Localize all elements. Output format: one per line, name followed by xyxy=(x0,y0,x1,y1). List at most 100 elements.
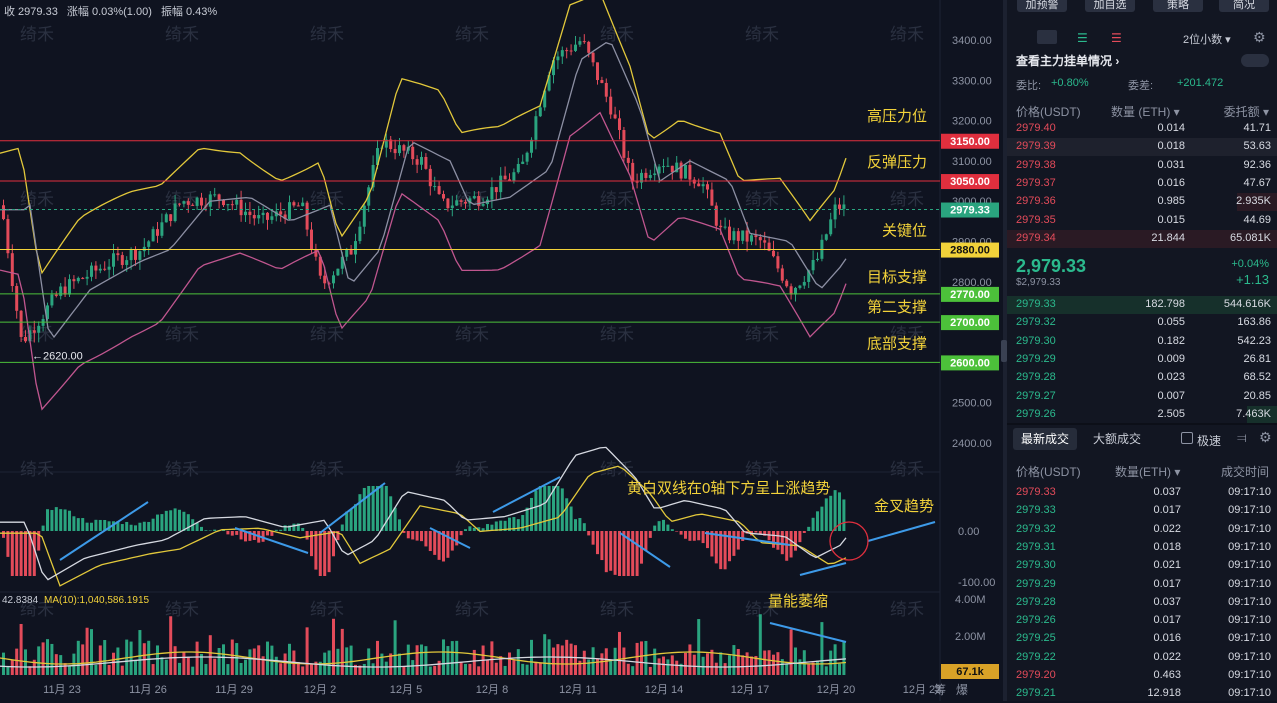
macd-bar xyxy=(719,531,722,569)
macd-bar xyxy=(77,518,80,531)
ratio-label: 委比: xyxy=(1016,77,1041,93)
volume-bar xyxy=(204,664,207,675)
overview-button[interactable]: 简况 xyxy=(1219,0,1269,12)
filter-icon[interactable]: ⫤ xyxy=(1237,430,1247,446)
macd-bar xyxy=(530,498,533,531)
level-tag-label: 2700.00 xyxy=(950,317,990,329)
tab-latest-trades[interactable]: 最新成交 xyxy=(1013,428,1077,450)
candle-body xyxy=(213,194,216,195)
chip-label: 筹 xyxy=(934,683,946,697)
main-force-link[interactable]: 查看主力挂单情况 › xyxy=(1016,52,1119,69)
macd-bar xyxy=(455,531,458,545)
trade-header-qty[interactable]: 数量(ETH) ▾ xyxy=(1115,463,1180,480)
layout-both-icon[interactable] xyxy=(1037,30,1057,44)
ob-header-amount[interactable]: 委托额 ▾ xyxy=(1224,103,1269,120)
macd-bar xyxy=(812,518,815,531)
add-alert-button[interactable]: 加预警 xyxy=(1017,0,1067,12)
candle-body xyxy=(530,140,533,153)
candle-body xyxy=(803,282,806,286)
fast-checkbox[interactable] xyxy=(1181,432,1193,444)
trade-time: 09:17:10 xyxy=(1228,523,1271,535)
volume-tick-label: 4.00M xyxy=(955,594,986,606)
depth-label: 2位小数 xyxy=(1183,34,1222,46)
volume-bar xyxy=(644,641,647,675)
depth-select[interactable]: 2位小数 ▾ xyxy=(1183,31,1231,47)
candlestick-chart[interactable]: 绮禾绮禾绮禾绮禾绮禾绮禾绮禾绮禾绮禾绮禾绮禾绮禾绮禾绮禾绮禾绮禾绮禾绮禾绮禾绮禾… xyxy=(0,0,1003,701)
volume-bar xyxy=(367,648,370,675)
volume-bar xyxy=(11,660,14,675)
candle-body xyxy=(649,175,652,178)
macd-bar xyxy=(671,529,674,531)
volume-bar xyxy=(838,664,841,675)
volume-bar xyxy=(169,616,172,675)
trade-qty: 0.017 xyxy=(1153,614,1181,626)
candle-body xyxy=(108,267,111,270)
annotation-volume-shrink: 量能萎缩 xyxy=(768,593,828,610)
add-watchlist-button[interactable]: 加自选 xyxy=(1085,0,1135,12)
macd-bar xyxy=(310,531,313,556)
volume-bar xyxy=(543,634,546,675)
candle-body xyxy=(781,268,784,280)
row-amount: 92.36 xyxy=(1243,159,1271,171)
layout-bids-icon[interactable]: ☰ xyxy=(1077,31,1088,45)
tab-large-trades[interactable]: 大额成交 xyxy=(1085,428,1149,450)
trade-price: 2979.25 xyxy=(1016,632,1056,644)
volume-bar xyxy=(662,657,665,675)
macd-bar xyxy=(543,486,546,531)
macd-bar xyxy=(680,531,683,535)
macd-bar xyxy=(697,531,700,540)
chart-area[interactable]: 绮禾绮禾绮禾绮禾绮禾绮禾绮禾绮禾绮禾绮禾绮禾绮禾绮禾绮禾绮禾绮禾绮禾绮禾绮禾绮禾… xyxy=(0,0,1003,701)
volume-bar xyxy=(420,645,423,675)
row-qty: 21.844 xyxy=(1151,232,1185,244)
macd-bar xyxy=(561,488,564,531)
volume-bar xyxy=(213,659,216,675)
settings-icon[interactable]: ⚙ xyxy=(1253,29,1266,46)
macd-bar xyxy=(649,531,652,538)
volume-bar xyxy=(464,664,467,675)
macd-bar xyxy=(160,514,163,531)
volume-bar xyxy=(486,660,489,675)
macd-bar xyxy=(319,531,322,576)
candle-body xyxy=(759,237,762,240)
candle-body xyxy=(622,130,625,158)
macd-bar xyxy=(204,530,207,531)
volume-bar xyxy=(429,667,432,675)
volume-bar xyxy=(90,629,93,675)
trade-qty: 0.037 xyxy=(1153,596,1181,608)
macd-bar xyxy=(46,509,49,531)
macd-bar xyxy=(301,528,304,531)
main-force-toggle[interactable] xyxy=(1241,54,1269,67)
ob-header-qty[interactable]: 数量 (ETH) ▾ xyxy=(1111,103,1180,120)
layout-asks-icon[interactable]: ☰ xyxy=(1111,31,1122,45)
candle-body xyxy=(605,83,608,97)
candle-body xyxy=(11,253,14,286)
candle-body xyxy=(561,50,564,56)
candle-body xyxy=(724,227,727,228)
trade-time: 09:17:10 xyxy=(1228,559,1271,571)
volume-value: 42.8384 xyxy=(2,595,39,606)
level-tag-label: 3150.00 xyxy=(950,136,990,148)
date-tick-label: 11月 26 xyxy=(129,684,167,696)
candle-body xyxy=(156,229,159,236)
row-price: 2979.26 xyxy=(1016,408,1056,420)
volume-bar xyxy=(350,646,353,675)
strategy-button[interactable]: 策略 xyxy=(1153,0,1203,12)
row-qty: 0.182 xyxy=(1157,335,1185,347)
volume-bar xyxy=(614,648,617,675)
trade-settings-icon[interactable]: ⚙ xyxy=(1259,429,1272,446)
